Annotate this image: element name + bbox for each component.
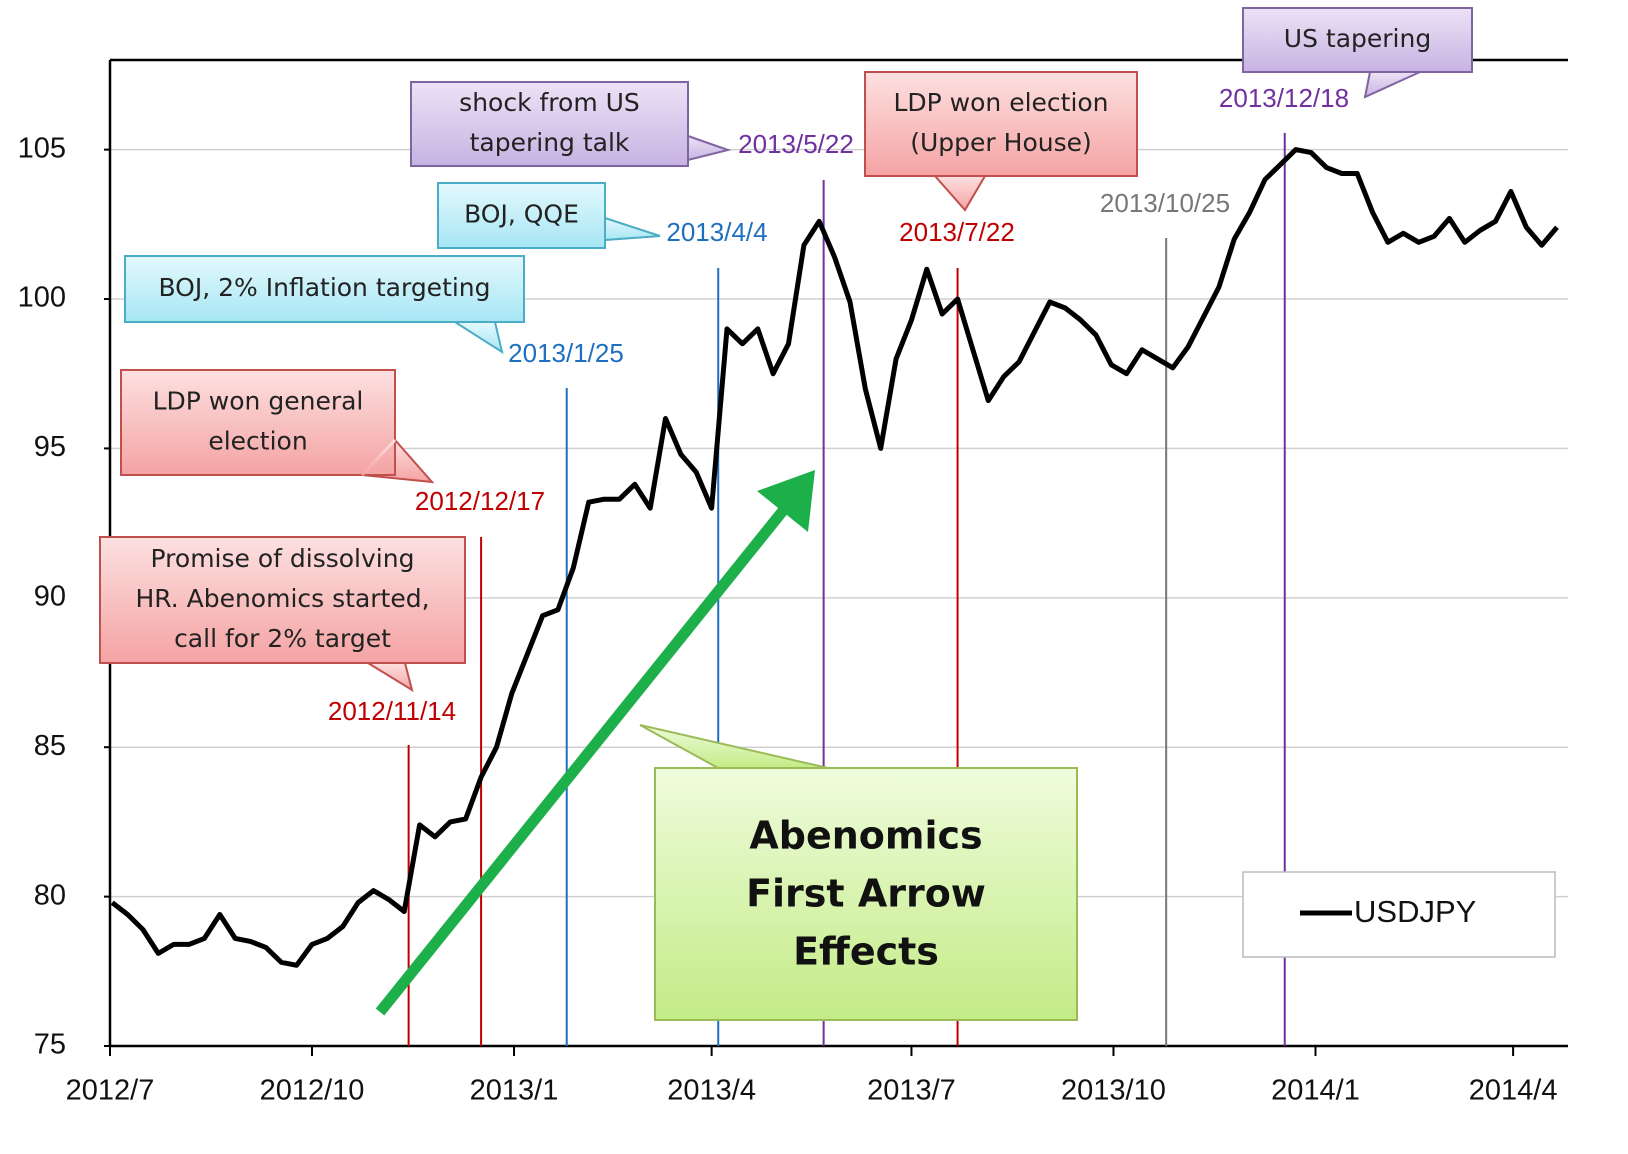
event-date-label: 2012/11/14 — [328, 696, 456, 726]
callout-text: shock from US — [459, 88, 640, 117]
x-tick-label: 2013/1 — [470, 1075, 559, 1107]
callout-text: BOJ, 2% Inflation targeting — [158, 273, 490, 302]
y-tick-label: 95 — [34, 431, 66, 463]
callout-text: Promise of dissolving — [151, 544, 415, 573]
event-date-label: 2013/7/22 — [899, 217, 1015, 247]
callout-text: US tapering — [1284, 24, 1431, 53]
callout-seam — [360, 438, 397, 477]
data-line — [110, 147, 1559, 968]
callout-box — [864, 71, 1138, 177]
callout-tail — [604, 216, 661, 242]
legend-box — [1242, 871, 1556, 958]
callout-text: call for 2% target — [174, 624, 391, 653]
legend-label: USDJPY — [1354, 894, 1476, 929]
trend-arrow-head — [757, 470, 815, 532]
x-tick-label: 2013/7 — [867, 1075, 956, 1107]
callout-text: election — [208, 427, 307, 456]
event-date-label: 2013/1/25 — [508, 338, 624, 368]
y-tick-label: 105 — [18, 132, 66, 164]
callout-box — [120, 369, 396, 476]
callout-box — [1242, 7, 1473, 73]
callout-box — [437, 182, 606, 249]
x-tick-label: 2012/10 — [260, 1075, 365, 1107]
annotation-callout-box — [654, 767, 1078, 1021]
y-tick-label: 90 — [34, 580, 66, 612]
callout-text: LDP won election — [893, 88, 1108, 117]
callout-box — [124, 255, 525, 323]
callout-box — [410, 81, 689, 167]
x-tick-label: 2014/1 — [1271, 1075, 1360, 1107]
callout-text: HR. Abenomics started, — [135, 584, 429, 613]
callout-tail — [687, 134, 732, 162]
callout-text: LDP won general — [153, 387, 364, 416]
x-tick-label: 2012/7 — [66, 1075, 155, 1107]
y-tick-label: 80 — [34, 879, 66, 911]
callout-box — [99, 536, 466, 664]
event-date-label: 2013/10/25 — [1100, 188, 1230, 218]
x-tick-label: 2013/4 — [667, 1075, 756, 1107]
y-tick-label: 75 — [34, 1029, 66, 1061]
trend-arrow-shaft — [375, 498, 795, 1016]
annotation-text: First Arrow — [746, 872, 986, 916]
event-date-label: 2013/4/4 — [666, 217, 767, 247]
annotation-text: Abenomics — [749, 814, 982, 858]
callout-tail — [364, 662, 414, 693]
callout-tail — [451, 321, 504, 355]
event-date-label: 2013/12/18 — [1219, 83, 1349, 113]
y-tick-label: 85 — [34, 730, 66, 762]
annotation-text: Effects — [793, 930, 939, 974]
event-date-label: 2013/5/22 — [738, 129, 854, 159]
x-tick-label: 2014/4 — [1469, 1075, 1558, 1107]
y-tick-label: 100 — [18, 282, 66, 314]
x-tick-label: 2013/10 — [1061, 1075, 1166, 1107]
callout-tail — [1363, 71, 1421, 99]
callout-text: BOJ, QQE — [464, 200, 579, 229]
callout-text: (Upper House) — [910, 128, 1092, 157]
callout-tail — [932, 175, 987, 212]
callout-text: tapering talk — [470, 128, 630, 157]
event-date-label: 2012/12/17 — [415, 486, 545, 516]
